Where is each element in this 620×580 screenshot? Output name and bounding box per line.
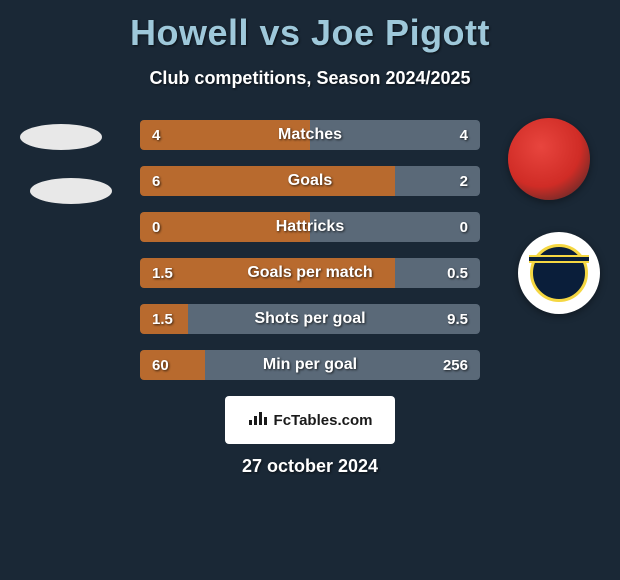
club-badge-right (518, 232, 600, 314)
comparison-title: Howell vs Joe Pigott (0, 0, 620, 54)
chart-icon (248, 410, 268, 430)
stat-row: 0 Hattricks 0 (140, 212, 480, 242)
stat-label: Goals (140, 166, 480, 196)
stat-label: Hattricks (140, 212, 480, 242)
stat-value-right: 2 (460, 166, 468, 196)
stat-row: 60 Min per goal 256 (140, 350, 480, 380)
club-badge-stripe (529, 255, 589, 263)
stat-row: 4 Matches 4 (140, 120, 480, 150)
stat-value-right: 0.5 (447, 258, 468, 288)
stat-row: 6 Goals 2 (140, 166, 480, 196)
footer-brand-box: FcTables.com (225, 396, 395, 444)
stats-container: 4 Matches 4 6 Goals 2 0 Hattricks 0 1.5 … (140, 120, 480, 396)
stat-label: Matches (140, 120, 480, 150)
player-avatar-left-1 (20, 124, 102, 150)
footer-brand-label: FcTables.com (274, 412, 373, 429)
stat-row: 1.5 Shots per goal 9.5 (140, 304, 480, 334)
footer-date: 27 october 2024 (0, 456, 620, 477)
club-badge-inner (530, 244, 588, 302)
stat-row: 1.5 Goals per match 0.5 (140, 258, 480, 288)
player-avatar-right-1 (508, 118, 590, 200)
stat-label: Shots per goal (140, 304, 480, 334)
stat-label: Goals per match (140, 258, 480, 288)
stat-label: Min per goal (140, 350, 480, 380)
comparison-subtitle: Club competitions, Season 2024/2025 (0, 68, 620, 89)
stat-value-right: 256 (443, 350, 468, 380)
stat-value-right: 0 (460, 212, 468, 242)
stat-value-right: 9.5 (447, 304, 468, 334)
stat-value-right: 4 (460, 120, 468, 150)
player-avatar-left-2 (30, 178, 112, 204)
